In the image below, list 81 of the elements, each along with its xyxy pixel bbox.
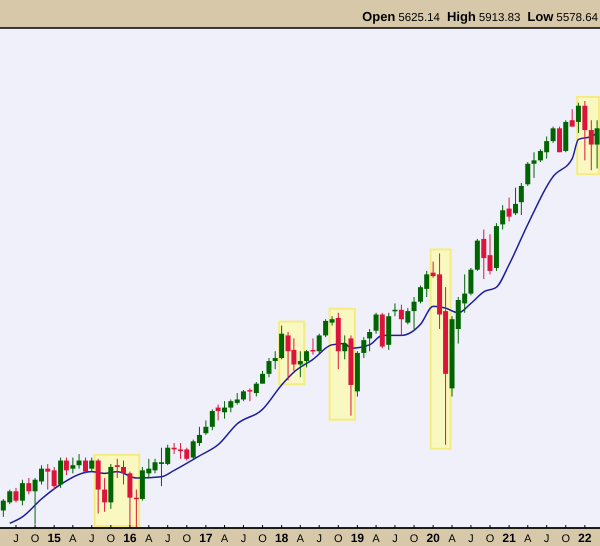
x-tick-label: 22 — [578, 531, 592, 545]
candlestick — [513, 187, 518, 216]
x-tick-label: 15 — [47, 531, 62, 545]
candlestick — [316, 333, 322, 354]
x-tick-label: O — [106, 533, 116, 545]
candlestick — [254, 381, 259, 397]
candlestick — [298, 350, 303, 378]
candlestick — [83, 457, 88, 474]
candlestick — [500, 204, 506, 230]
x-tick-label: O — [30, 533, 40, 545]
candlestick — [89, 457, 94, 472]
candlestick — [172, 442, 177, 455]
candlestick — [114, 458, 120, 479]
candlestick — [216, 404, 221, 421]
candlestick — [570, 108, 575, 128]
x-tick-label: A — [372, 533, 380, 545]
x-tick-label: J — [88, 533, 94, 545]
candlestick — [588, 120, 594, 171]
candlestick — [222, 400, 228, 420]
candlestick — [532, 152, 536, 178]
x-tick-label: A — [69, 533, 78, 545]
x-tick-label: O — [561, 533, 570, 545]
x-tick-label: J — [468, 533, 474, 545]
candlestick — [367, 328, 372, 352]
candlestick — [374, 312, 379, 334]
candlestick — [240, 390, 246, 402]
candlestick — [210, 408, 215, 431]
x-tick-label: 18 — [274, 531, 289, 545]
candlestick — [272, 350, 278, 370]
candlestick — [550, 126, 556, 144]
candlestick — [134, 489, 139, 528]
x-tick-label: J — [13, 533, 19, 545]
x-tick-label: O — [258, 533, 268, 545]
candlestick — [525, 162, 530, 186]
candlestick — [594, 120, 600, 169]
x-tick-label: A — [220, 533, 229, 545]
x-tick-label: J — [392, 533, 398, 545]
x-tick-label: 16 — [123, 531, 137, 545]
candlestick — [58, 457, 64, 488]
candlestick — [304, 349, 310, 368]
candlestick — [468, 267, 474, 296]
candlestick — [405, 308, 410, 325]
x-tick-label: 21 — [502, 531, 516, 545]
x-tick-label: J — [164, 533, 170, 545]
candlestick — [342, 334, 348, 360]
x-tick-label: 17 — [199, 531, 213, 545]
candlestick — [260, 370, 266, 384]
candlestick — [20, 479, 25, 506]
candlestick — [247, 388, 252, 402]
candlestick — [266, 358, 272, 378]
x-tick-label: A — [524, 533, 532, 545]
candlestick — [557, 126, 562, 153]
candlestick — [70, 457, 76, 474]
candlestick — [203, 420, 208, 436]
candlestick — [361, 336, 366, 359]
x-tick-label: A — [448, 533, 456, 545]
x-tick-label: 20 — [426, 531, 440, 545]
candlestick — [412, 296, 417, 330]
x-tick-label: J — [240, 533, 246, 545]
candlestick — [506, 197, 512, 222]
candlestick — [576, 102, 581, 134]
x-tick-label: J — [544, 533, 550, 545]
candlestick — [310, 338, 316, 356]
candlestick — [64, 457, 69, 476]
candlestick — [76, 454, 82, 470]
candlestick — [13, 487, 18, 503]
x-tick-label: O — [334, 533, 344, 545]
candlestick — [102, 478, 108, 512]
candlestick — [398, 304, 404, 336]
candlestick — [120, 460, 126, 485]
x-tick-label: A — [296, 533, 305, 545]
candlestick — [26, 478, 32, 495]
x-tick-label: J — [316, 533, 322, 545]
candlestick — [392, 302, 398, 317]
x-tick-label: O — [486, 533, 495, 545]
candlestick — [518, 182, 524, 216]
x-tick-label: A — [145, 533, 154, 545]
x-tick-label: O — [410, 533, 419, 545]
x-tick-label: O — [182, 533, 192, 545]
text: Open 5625.14 High 5913.83 Low 5578.64 — [362, 9, 599, 24]
x-tick-label: 19 — [350, 531, 364, 545]
